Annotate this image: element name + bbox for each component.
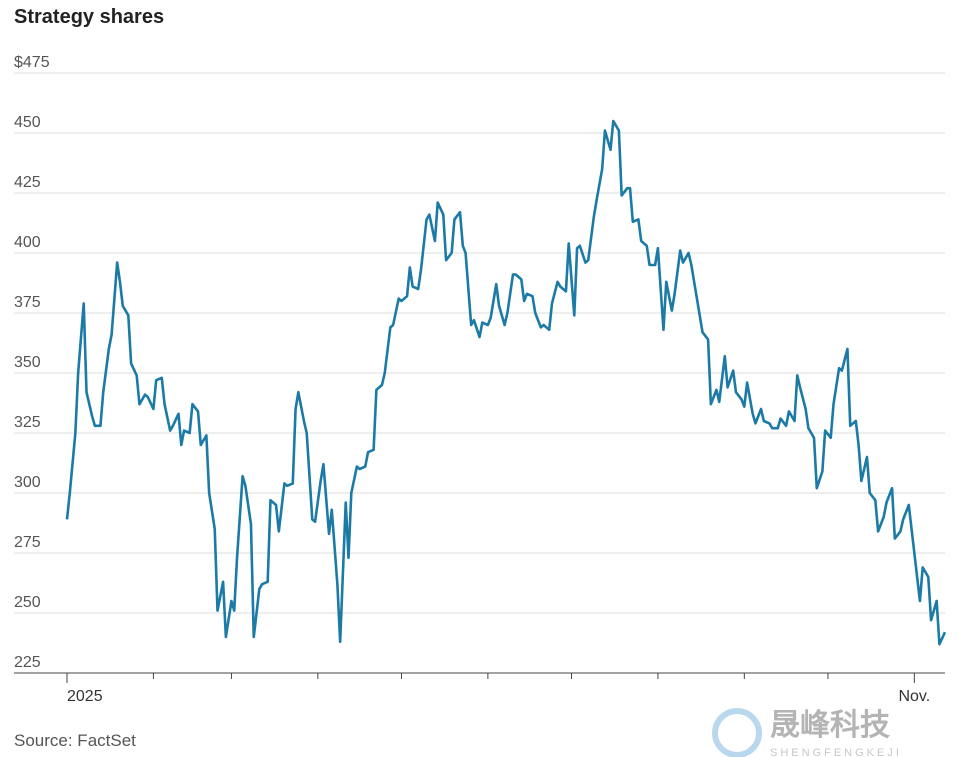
y-tick-label: 375 <box>14 294 41 311</box>
watermark-romanized: SHENGFENGKEJI <box>770 747 902 757</box>
watermark-name: 晟峰科技 <box>770 709 890 742</box>
watermark: 晟峰科技 SHENGFENGKEJI <box>712 708 902 757</box>
y-tick-label: 250 <box>14 594 41 611</box>
y-tick-label: 350 <box>14 354 41 371</box>
source: Source: FactSet <box>14 731 136 750</box>
y-tick-label: 300 <box>14 474 41 491</box>
line <box>65 119 947 646</box>
y-tick-label: 275 <box>14 534 41 551</box>
x-tick-label: Nov. <box>898 688 930 705</box>
watermark-logo <box>712 708 762 757</box>
y-tick-label: 225 <box>14 654 41 671</box>
y-tick-label: 450 <box>14 114 41 131</box>
y-tick-label: 400 <box>14 234 41 251</box>
y-tick-label: 325 <box>14 414 41 431</box>
y-tick-label: 425 <box>14 174 41 191</box>
y-tick-label: $475 <box>14 54 50 71</box>
chart-title: Strategy shares <box>14 6 164 28</box>
x-tick-label: 2025 <box>67 688 103 705</box>
